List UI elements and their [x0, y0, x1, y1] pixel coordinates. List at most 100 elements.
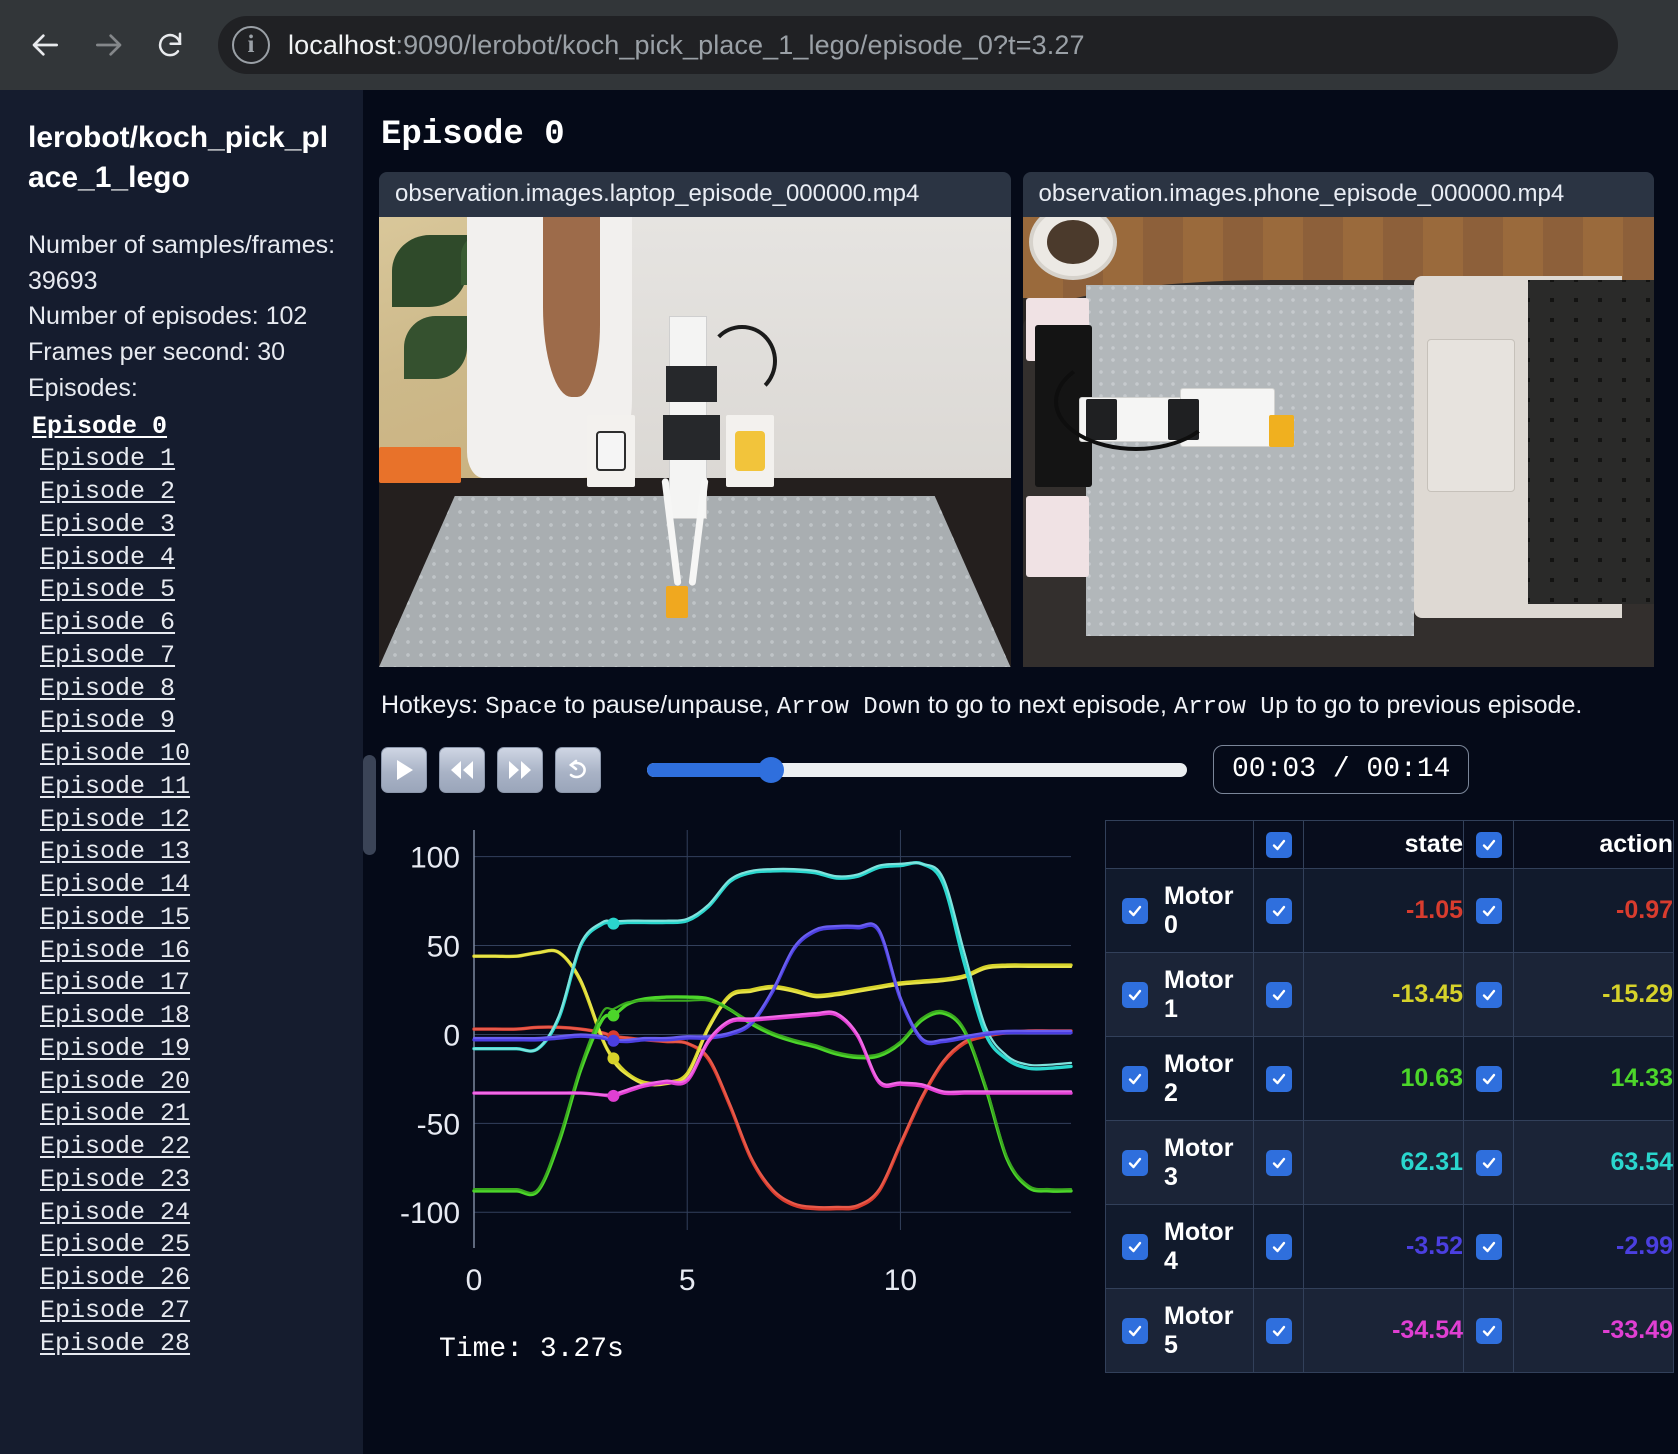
motor-2-state-checkbox[interactable]	[1265, 1065, 1292, 1092]
scene-person-arm	[543, 217, 601, 397]
motor-2-state-checkbox-cell	[1253, 1036, 1304, 1121]
state-column-checkbox[interactable]	[1265, 831, 1292, 858]
play-icon[interactable]	[381, 746, 427, 793]
scene-palm-leaf	[391, 235, 468, 307]
motor-4-state-value: -3.52	[1303, 1204, 1464, 1289]
motor-1-action-value: -15.29	[1513, 952, 1674, 1037]
sidebar-item-episode-10[interactable]: Episode 10	[40, 739, 191, 769]
table-body: Motor 0 -1.05 -0.97 Motor 1 -13.	[1105, 868, 1674, 1373]
sidebar-item-episode-28[interactable]: Episode 28	[40, 1328, 191, 1358]
sidebar-item-episode-17[interactable]: Episode 17	[40, 968, 191, 998]
loop-icon[interactable]	[555, 746, 601, 793]
episode-list-item: Episode 12	[28, 804, 339, 837]
sidebar-item-episode-20[interactable]: Episode 20	[40, 1066, 191, 1096]
lower-section: -100 -50 0 50 100 0 5 10 Time: 3.27s	[379, 820, 1674, 1373]
video-player-laptop[interactable]	[379, 217, 1011, 667]
rewind-icon[interactable]	[439, 746, 485, 793]
sidebar-item-episode-0[interactable]: Episode 0	[32, 411, 168, 441]
main-content: Episode 0 observation.images.laptop_epis…	[363, 90, 1678, 1454]
motor-1-state-checkbox[interactable]	[1265, 981, 1292, 1008]
motor-0-action-checkbox[interactable]	[1475, 897, 1502, 924]
episode-list-item: Episode 27	[28, 1295, 339, 1328]
motor-4-action-checkbox[interactable]	[1475, 1233, 1502, 1260]
episode-list-item: Episode 22	[28, 1131, 339, 1164]
fast-forward-icon[interactable]	[497, 746, 543, 793]
sidebar-item-episode-11[interactable]: Episode 11	[40, 771, 191, 801]
sidebar-item-episode-3[interactable]: Episode 3	[40, 509, 176, 539]
motor-4-state-checkbox-cell	[1253, 1204, 1304, 1289]
hotkeys-text-3: to go to previous episode.	[1289, 691, 1583, 719]
sidebar-item-episode-18[interactable]: Episode 18	[40, 1001, 191, 1031]
motor-2-action-checkbox[interactable]	[1475, 1065, 1502, 1092]
episode-list-item: Episode 3	[28, 509, 339, 542]
reload-icon[interactable]	[142, 17, 198, 73]
forward-arrow-icon[interactable]	[80, 17, 136, 73]
motor-0-state-checkbox[interactable]	[1265, 897, 1292, 924]
scene-wall	[606, 217, 1011, 505]
sidebar-item-episode-16[interactable]: Episode 16	[40, 935, 191, 965]
timeseries-chart[interactable]: -100 -50 0 50 100 0 5 10 Time: 3.27s	[379, 820, 1079, 1365]
motor-3-checkbox[interactable]	[1122, 1149, 1148, 1176]
page-body: lerobot/koch_pick_place_1_lego Number of…	[0, 90, 1678, 1454]
motor-3-action-checkbox[interactable]	[1475, 1149, 1502, 1176]
sidebar-item-episode-12[interactable]: Episode 12	[40, 804, 191, 834]
sidebar-item-episode-21[interactable]: Episode 21	[40, 1099, 191, 1129]
header-action-checkbox-cell	[1463, 820, 1514, 869]
address-bar[interactable]: i localhost:9090/lerobot/koch_pick_place…	[218, 16, 1618, 74]
scene-card-left	[587, 415, 635, 487]
info-circle-icon[interactable]: i	[232, 26, 270, 64]
sidebar-item-episode-27[interactable]: Episode 27	[40, 1295, 191, 1325]
scene-card-right	[726, 415, 774, 487]
sidebar-item-episode-15[interactable]: Episode 15	[40, 902, 191, 932]
table-row: Motor 2 10.63 14.33	[1105, 1036, 1674, 1121]
video-player-phone[interactable]	[1022, 217, 1654, 667]
video-card-phone: observation.images.phone_episode_000000.…	[1022, 172, 1654, 667]
table-header-row: state action	[1105, 820, 1674, 869]
sidebar-item-episode-4[interactable]: Episode 4	[40, 542, 176, 572]
motor-1-checkbox[interactable]	[1122, 981, 1148, 1008]
motor-1-action-checkbox[interactable]	[1475, 981, 1502, 1008]
sidebar-item-episode-26[interactable]: Episode 26	[40, 1263, 191, 1293]
seek-fill	[647, 762, 772, 777]
motor-5-checkbox[interactable]	[1122, 1317, 1148, 1344]
sidebar-resize-handle[interactable]	[363, 755, 376, 855]
motor-4-state-checkbox[interactable]	[1265, 1233, 1292, 1260]
motor-1-action-checkbox-cell	[1463, 952, 1514, 1037]
sidebar-item-episode-7[interactable]: Episode 7	[40, 640, 176, 670]
motor-5-state-checkbox[interactable]	[1265, 1317, 1292, 1344]
sidebar-item-episode-25[interactable]: Episode 25	[40, 1230, 191, 1260]
seek-thumb[interactable]	[758, 756, 785, 783]
motor-3-state-checkbox[interactable]	[1265, 1149, 1292, 1176]
motor-0-state-checkbox-cell	[1253, 868, 1304, 953]
sidebar-item-episode-2[interactable]: Episode 2	[40, 477, 176, 507]
sidebar-item-episode-24[interactable]: Episode 24	[40, 1197, 191, 1227]
motor-2-checkbox[interactable]	[1122, 1065, 1148, 1092]
scene-laptop-keyboard	[1527, 280, 1654, 604]
motor-4-action-checkbox-cell	[1463, 1204, 1514, 1289]
seek-slider[interactable]	[647, 756, 1187, 783]
motor-4-checkbox[interactable]	[1122, 1233, 1148, 1260]
header-state-label: state	[1303, 820, 1464, 869]
sidebar-item-episode-13[interactable]: Episode 13	[40, 837, 191, 867]
sidebar-item-episode-19[interactable]: Episode 19	[40, 1033, 191, 1063]
scene-cable	[707, 325, 777, 397]
back-arrow-icon[interactable]	[18, 17, 74, 73]
sidebar-item-episode-14[interactable]: Episode 14	[40, 870, 191, 900]
video-controls: 00:03 / 00:14	[381, 745, 1654, 794]
motor-3-state-value: 62.31	[1303, 1120, 1464, 1205]
sidebar-item-episode-8[interactable]: Episode 8	[40, 673, 176, 703]
motor-0-checkbox[interactable]	[1122, 897, 1148, 924]
action-column-checkbox[interactable]	[1475, 831, 1502, 858]
sidebar-item-episode-6[interactable]: Episode 6	[40, 608, 176, 638]
motor-1-state-value: -13.45	[1303, 952, 1464, 1037]
motor-5-state-value: -34.54	[1303, 1288, 1464, 1373]
motor-5-action-checkbox[interactable]	[1475, 1317, 1502, 1344]
sidebar-item-episode-5[interactable]: Episode 5	[40, 575, 176, 605]
sidebar-item-episode-9[interactable]: Episode 9	[40, 706, 176, 736]
time-readout: Time: 3.27s	[439, 1334, 624, 1365]
sidebar-item-episode-22[interactable]: Episode 22	[40, 1132, 191, 1162]
sidebar-item-episode-23[interactable]: Episode 23	[40, 1164, 191, 1194]
sidebar-item-episode-1[interactable]: Episode 1	[40, 444, 176, 474]
page-title: Episode 0	[381, 116, 565, 154]
episode-list-item: Episode 6	[28, 607, 339, 640]
